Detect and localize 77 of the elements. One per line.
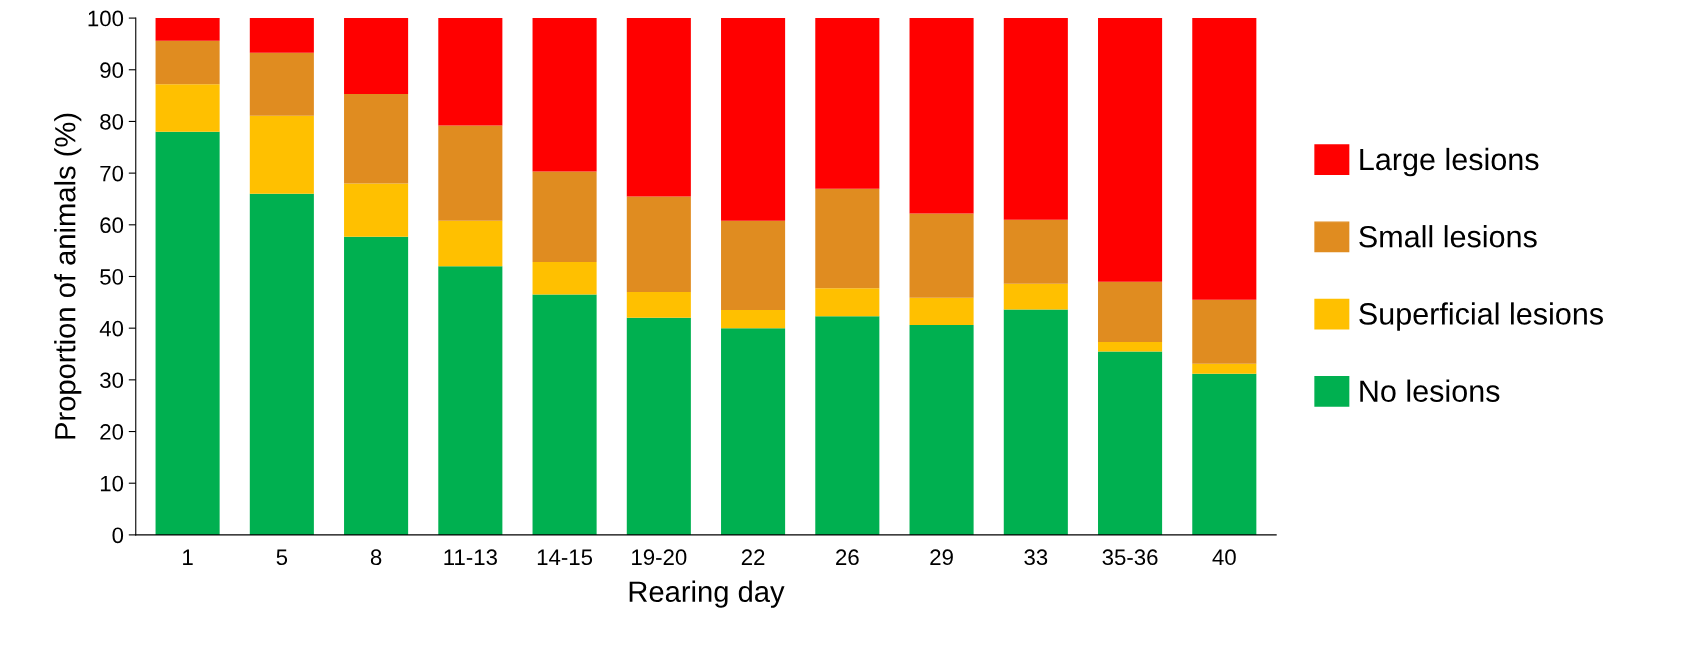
bar bbox=[1192, 363, 1257, 374]
bar bbox=[721, 328, 786, 535]
bar bbox=[1003, 309, 1068, 535]
x-tick-label: 8 bbox=[370, 549, 382, 566]
bar bbox=[909, 213, 974, 298]
bar bbox=[344, 94, 409, 184]
bar bbox=[721, 18, 786, 221]
bar bbox=[344, 183, 409, 237]
bar bbox=[438, 18, 503, 126]
y-tick-label: 20 bbox=[100, 424, 124, 440]
bar bbox=[1003, 18, 1068, 220]
bar bbox=[155, 84, 220, 132]
x-tick-label: 26 bbox=[836, 549, 859, 566]
bar bbox=[815, 188, 880, 289]
x-axis-title: Rearing day bbox=[629, 580, 785, 608]
x-tick-label: 5 bbox=[276, 549, 288, 566]
x-tick-label: 19-20 bbox=[632, 549, 687, 566]
bar bbox=[155, 40, 220, 85]
bar bbox=[909, 325, 974, 535]
bar bbox=[438, 220, 503, 267]
y-tick-label: 30 bbox=[100, 372, 124, 389]
bar bbox=[815, 316, 880, 535]
y-tick-label: 100 bbox=[88, 10, 124, 27]
bar bbox=[721, 310, 786, 329]
bar bbox=[532, 18, 597, 172]
bar bbox=[1098, 342, 1163, 352]
bar bbox=[626, 196, 691, 292]
bar bbox=[344, 18, 409, 95]
bar bbox=[532, 262, 597, 295]
bar bbox=[532, 171, 597, 263]
x-tick-label: 22 bbox=[741, 549, 765, 565]
y-tick-label: 80 bbox=[100, 113, 124, 130]
bar bbox=[532, 294, 597, 535]
x-tick-label: 14-15 bbox=[537, 549, 593, 566]
y-tick-label: 0 bbox=[112, 527, 124, 544]
x-tick-label: 40 bbox=[1212, 549, 1236, 566]
y-tick-label: 10 bbox=[100, 475, 124, 492]
legend-label: Large lesions bbox=[1360, 147, 1539, 177]
bar bbox=[721, 220, 786, 311]
bar bbox=[626, 317, 691, 535]
y-tick-label: 50 bbox=[100, 269, 124, 285]
x-tick-label: 33 bbox=[1024, 549, 1048, 566]
bar bbox=[815, 18, 880, 189]
bar bbox=[1192, 373, 1257, 535]
bar bbox=[626, 291, 691, 318]
legend-label: No lesions bbox=[1360, 379, 1500, 402]
bar bbox=[155, 18, 220, 41]
y-tick-label: 40 bbox=[99, 320, 124, 337]
bar bbox=[1098, 18, 1163, 282]
y-tick-label: 70 bbox=[100, 165, 124, 182]
bar bbox=[249, 115, 314, 194]
y-tick-label: 60 bbox=[100, 217, 124, 234]
bar bbox=[155, 131, 220, 535]
x-tick-label: 35-36 bbox=[1102, 549, 1158, 566]
bar bbox=[1192, 18, 1257, 300]
bar bbox=[1003, 283, 1068, 310]
bar bbox=[815, 288, 880, 317]
bar bbox=[909, 18, 974, 214]
y-tick-label: 90 bbox=[100, 62, 124, 79]
x-tick-label: 11-13 bbox=[444, 549, 497, 566]
x-tick-label: 1 bbox=[183, 549, 193, 565]
bar bbox=[249, 52, 314, 116]
bar bbox=[626, 18, 691, 197]
bar bbox=[1003, 219, 1068, 284]
legend-label: Small lesions bbox=[1359, 225, 1537, 248]
y-axis-title: Proportion of animals (%) bbox=[54, 113, 82, 439]
bar bbox=[249, 18, 314, 53]
bar bbox=[438, 125, 503, 221]
bar bbox=[249, 193, 314, 535]
x-tick-label: 29 bbox=[930, 549, 953, 566]
legend-label: Superficial lesions bbox=[1359, 302, 1603, 331]
bar bbox=[1098, 351, 1163, 535]
bar bbox=[1192, 299, 1257, 364]
bar bbox=[438, 266, 503, 535]
bar bbox=[909, 297, 974, 326]
bar bbox=[344, 236, 409, 535]
bar bbox=[1098, 281, 1163, 343]
